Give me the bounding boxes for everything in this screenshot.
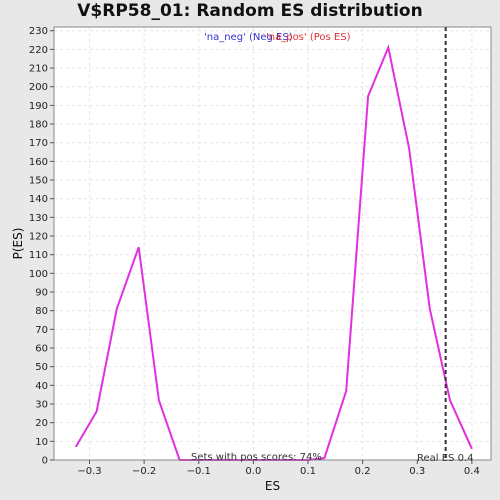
x-tick-label: 0.1 — [300, 466, 316, 477]
y-tick-label: 70 — [35, 325, 48, 336]
x-tick-label: 0.4 — [464, 466, 480, 477]
legend-pos: 'na_pos' (Pos ES) — [266, 32, 351, 43]
y-tick-label: 120 — [29, 232, 48, 243]
y-tick-label: 170 — [29, 138, 48, 149]
chart-title: V$RP58_01: Random ES distribution — [77, 1, 423, 21]
y-tick-label: 40 — [35, 381, 48, 392]
y-tick-label: 130 — [29, 213, 48, 224]
real-es-label: Real ES 0.4 — [417, 453, 473, 464]
x-tick-label: −0.1 — [187, 466, 211, 477]
legend-neg: 'na_neg' (Neg ES) — [204, 32, 293, 43]
ticks: 0 10 20 30 40 50 60 70 80 90 100 110 120 130 140 150 160… — [29, 26, 480, 477]
plot-border — [53, 26, 492, 461]
y-tick-label: 220 — [29, 45, 48, 56]
y-tick-label: 230 — [29, 26, 48, 37]
y-tick-label: 50 — [35, 362, 48, 373]
y-tick-label: 160 — [29, 157, 48, 168]
y-tick-label: 80 — [35, 306, 48, 317]
x-tick-label: −0.3 — [77, 466, 101, 477]
y-tick-label: 190 — [29, 101, 48, 112]
grid — [54, 27, 491, 461]
y-tick-label: 90 — [35, 288, 48, 299]
y-tick-label: 10 — [35, 437, 48, 448]
y-axis-label: P(ES) — [11, 228, 25, 260]
y-tick-label: 60 — [35, 344, 48, 355]
y-tick-label: 100 — [29, 269, 48, 280]
x-axis-label: ES — [265, 479, 280, 493]
plot-area — [54, 27, 491, 460]
y-tick-label: 210 — [29, 64, 48, 75]
x-tick-label: −0.2 — [132, 466, 156, 477]
pos-scores-annotation: Sets with pos scores: 74% — [191, 452, 322, 463]
x-tick-label: 0.2 — [355, 466, 371, 477]
y-tick-label: 180 — [29, 120, 48, 131]
x-tick-label: 0.3 — [409, 466, 425, 477]
x-tick-label: 0.0 — [245, 466, 261, 477]
y-tick-label: 140 — [29, 194, 48, 205]
y-tick-label: 110 — [29, 250, 48, 261]
y-tick-label: 150 — [29, 176, 48, 187]
y-tick-label: 0 — [42, 456, 48, 467]
y-tick-label: 200 — [29, 82, 48, 93]
y-tick-label: 30 — [35, 400, 48, 411]
axes — [53, 26, 492, 461]
y-tick-label: 20 — [35, 418, 48, 429]
